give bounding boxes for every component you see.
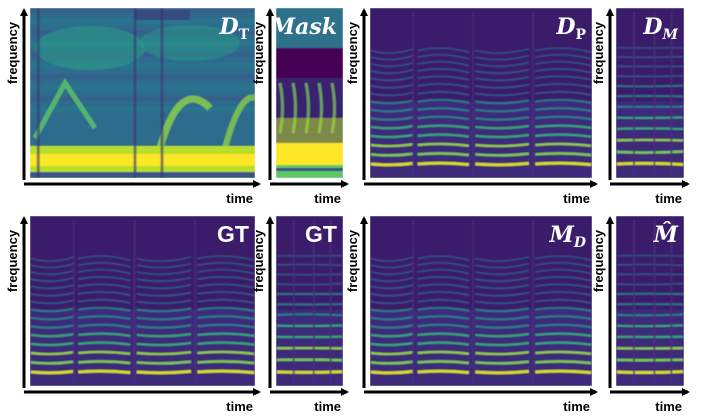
- y-axis-label: frequency: [251, 229, 266, 292]
- spectrogram-md: [370, 216, 592, 386]
- panel-title: GT: [217, 221, 249, 247]
- x-axis-label: time: [226, 399, 253, 414]
- panel-title: DP: [555, 14, 586, 43]
- x-axis-label: time: [226, 191, 253, 206]
- x-axis-label: time: [314, 399, 341, 414]
- spectrogram-mask: [276, 8, 343, 178]
- y-axis-label: frequency: [345, 21, 360, 84]
- x-axis-label: time: [655, 191, 682, 206]
- spectrogram-gt2: [276, 216, 343, 386]
- panel-gt1: GT frequency time: [5, 216, 261, 414]
- y-axis-label: frequency: [591, 21, 606, 84]
- panel-mask: Mask frequency time: [251, 8, 349, 206]
- y-axis-label: frequency: [5, 229, 20, 292]
- spectrogram-dm: [616, 8, 684, 178]
- x-axis-label: time: [655, 399, 682, 414]
- panel-dt: DT frequency time: [5, 8, 261, 206]
- spectrogram-mhat: [616, 216, 684, 386]
- spectrogram-dt: [30, 8, 256, 178]
- y-axis-label: frequency: [251, 21, 266, 84]
- spectrogram-gt1: [30, 216, 255, 386]
- x-axis-label: time: [563, 399, 590, 414]
- panel-mhat: M̂ frequency time: [591, 216, 690, 414]
- y-axis-label: frequency: [591, 229, 606, 292]
- panel-dm: DM frequency time: [591, 8, 690, 206]
- x-axis-label: time: [314, 191, 341, 206]
- spectrogram-dp: [370, 8, 592, 178]
- x-axis-label: time: [563, 191, 590, 206]
- panel-title: DM: [642, 14, 678, 43]
- panel-title: MD: [549, 222, 587, 251]
- panel-md: MD frequency time: [345, 216, 598, 414]
- panel-title: GT: [305, 221, 337, 247]
- panel-dp: DP frequency time: [345, 8, 598, 206]
- panel-title: M̂: [653, 222, 679, 248]
- y-axis-label: frequency: [5, 21, 20, 84]
- y-axis-label: frequency: [345, 229, 360, 292]
- panel-title: DT: [219, 14, 250, 43]
- panel-title: Mask: [270, 14, 337, 40]
- panel-gt2: GT frequency time: [251, 216, 349, 414]
